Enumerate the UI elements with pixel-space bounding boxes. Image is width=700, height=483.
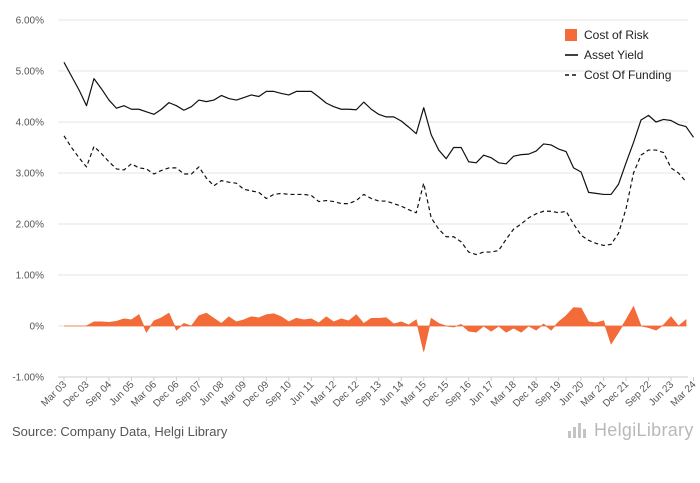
legend-label-asset-yield: Asset Yield [584,48,643,62]
cost-of-funding-line [63,135,687,256]
y-tick-label: -1.00% [12,373,44,384]
x-tick-label: Sep 19 [534,379,564,409]
y-tick-label: 1.00% [16,271,44,282]
legend-label-cost-of-risk: Cost of Risk [584,28,650,42]
helgi-library-logo: HelgiLibrary [568,420,694,441]
x-tick-label: Sep 13 [354,379,384,409]
y-tick-label: 5.00% [16,67,44,78]
cost-of-risk-area [64,305,687,352]
logo-text: HelgiLibrary [594,420,694,440]
x-tick-label: Sep 10 [264,379,294,409]
x-tick-label: Sep 07 [174,379,204,409]
logo-bars-icon [568,422,590,438]
line-layer [63,62,694,256]
y-axis-ticks: -1.00% 0% 1.00% 2.00% 3.00% 4.00% 5.00% 6.00% [12,16,44,384]
y-tick-label: 6.00% [16,16,44,27]
legend-item-cost-of-risk: Cost of Risk [565,28,650,42]
x-tick-label: Sep 04 [84,379,114,409]
y-tick-label: 2.00% [16,220,44,231]
source-note: Source: Company Data, Helgi Library [12,424,228,439]
x-tick-label: Mar 24 [669,379,699,409]
y-tick-label: 4.00% [16,118,44,129]
asset-yield-line [63,62,694,196]
cost-of-risk-area-layer [64,305,687,352]
y-tick-label: 0% [30,322,45,333]
legend-item-cost-of-funding: Cost Of Funding [565,68,671,82]
legend: Cost of Risk Asset Yield Cost Of Funding [565,28,671,82]
y-tick-label: 3.00% [16,169,44,180]
x-tick-label: Sep 16 [444,379,474,409]
x-tick-label: Sep 22 [623,379,653,409]
legend-label-cost-of-funding: Cost Of Funding [584,68,671,82]
legend-item-asset-yield: Asset Yield [565,48,643,62]
cost-of-risk-swatch [565,29,577,41]
